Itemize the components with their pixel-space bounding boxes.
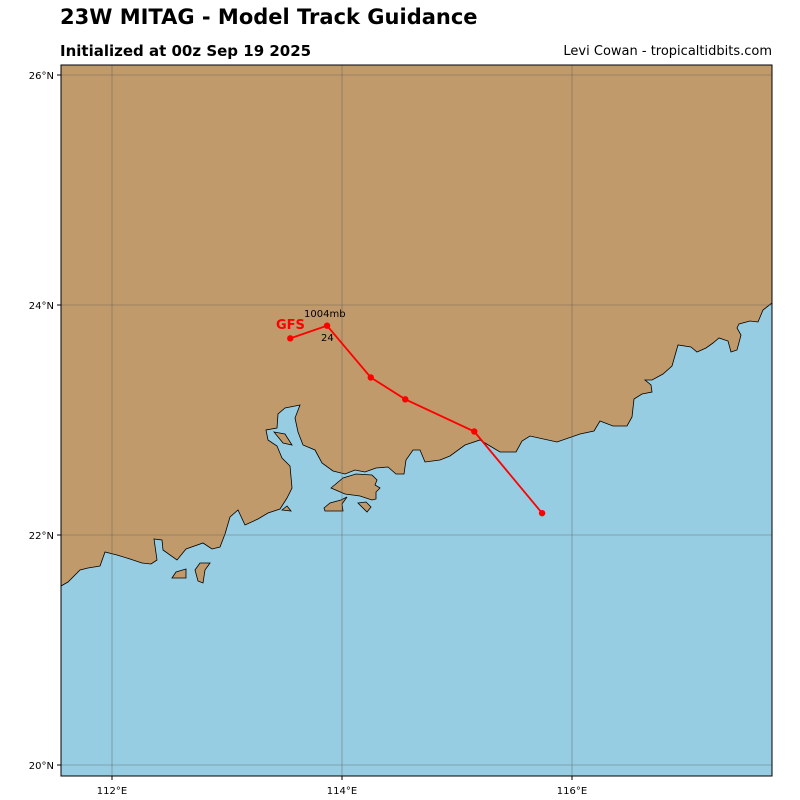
lon-tick-label: 114°E: [327, 786, 357, 797]
gridlines: [61, 65, 772, 776]
island-small-2: [273, 431, 293, 446]
init-subtitle: Initialized at 00z Sep 19 2025: [60, 42, 312, 60]
map-frame: [60, 64, 773, 777]
island-xiachuan: [171, 568, 187, 579]
island-small-3: [280, 505, 292, 512]
track-point: [367, 374, 374, 381]
island-small-1: [357, 501, 372, 513]
page-title: 23W MITAG - Model Track Guidance: [60, 5, 478, 29]
lat-tick-label: 20°N: [29, 761, 54, 772]
axis-ticks: 112°E 114°E 116°E 20°N 22°N 24°N 26°N: [29, 71, 587, 797]
island-hongkong: [330, 473, 381, 501]
track-point: [402, 396, 409, 403]
lon-tick-label: 112°E: [97, 786, 127, 797]
hour-label: 24: [321, 333, 334, 344]
lat-tick-label: 22°N: [29, 531, 54, 542]
lat-tick-label: 26°N: [29, 71, 54, 82]
lon-tick-label: 116°E: [557, 786, 587, 797]
island-lantau: [323, 496, 348, 512]
credit-text: Levi Cowan - tropicaltidbits.com: [563, 44, 772, 59]
pressure-label: 1004mb: [304, 309, 346, 320]
track-point: [538, 509, 546, 517]
track-line-gfs: [289, 324, 543, 514]
track-point: [323, 322, 331, 329]
track-point: [471, 428, 478, 435]
island-shangchuan: [194, 562, 211, 584]
model-label-gfs: GFS: [276, 318, 305, 333]
land-mainland: [61, 65, 772, 587]
track-point: [287, 335, 294, 342]
lat-tick-label: 24°N: [29, 301, 54, 312]
track-layer: [287, 322, 546, 517]
